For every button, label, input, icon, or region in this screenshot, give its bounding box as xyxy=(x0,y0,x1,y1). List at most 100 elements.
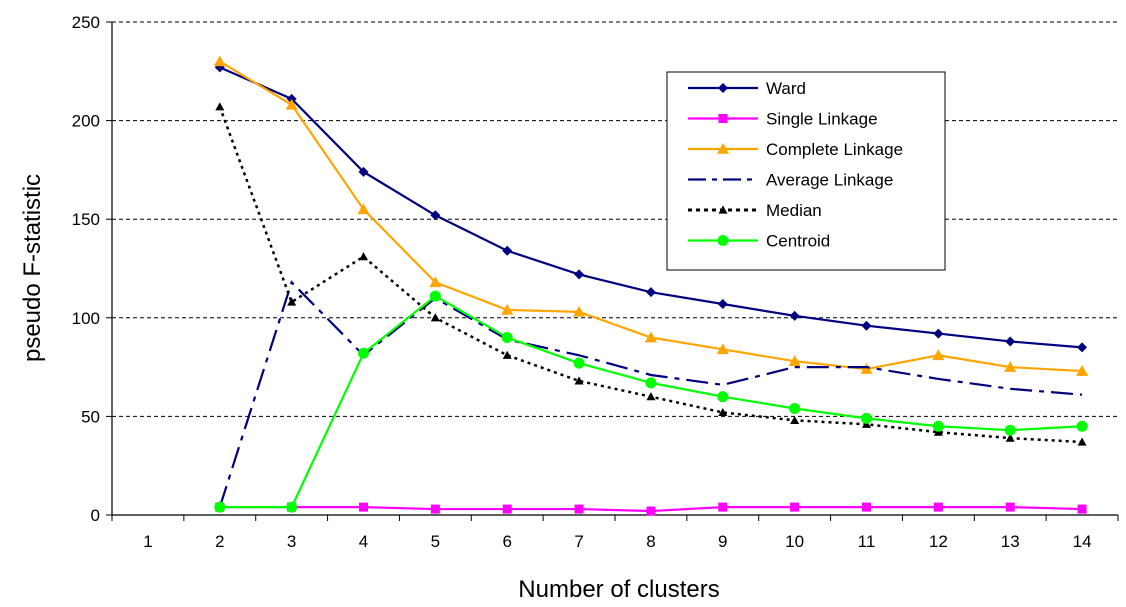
x-tick-label: 11 xyxy=(858,532,876,551)
data-point-single-linkage xyxy=(790,502,800,512)
series-line-ward xyxy=(219,66,1083,349)
data-point-complete-linkage xyxy=(716,343,729,355)
x-axis-title: Number of clusters xyxy=(518,576,719,603)
legend-item-single-linkage: Single Linkage xyxy=(688,110,878,129)
data-point-single-linkage xyxy=(430,504,440,514)
data-point-centroid xyxy=(861,412,872,424)
data-point-ward xyxy=(789,310,800,321)
y-tick-label: 200 xyxy=(72,112,100,131)
data-point-single-linkage xyxy=(933,502,943,512)
data-point-complete-linkage xyxy=(573,305,586,317)
data-point-centroid xyxy=(358,347,369,359)
data-point-single-linkage xyxy=(862,502,871,512)
legend-label-centroid: Centroid xyxy=(766,232,830,251)
data-point-centroid xyxy=(789,403,801,415)
x-tick-label: 4 xyxy=(359,532,368,551)
series-line-complete-linkage xyxy=(219,60,1083,373)
series-ward xyxy=(214,62,1088,353)
legend-label-single-linkage: Single Linkage xyxy=(766,110,878,129)
axes xyxy=(111,22,1118,516)
data-point-complete-linkage xyxy=(1076,365,1089,376)
x-tick-label: 10 xyxy=(785,532,804,551)
data-point-centroid xyxy=(1076,420,1088,432)
data-point-single-linkage xyxy=(646,506,656,516)
data-point-complete-linkage xyxy=(501,303,514,315)
data-point-ward xyxy=(933,328,944,339)
data-point-centroid xyxy=(573,357,585,369)
series-centroid xyxy=(214,290,1088,513)
data-point-complete-linkage xyxy=(788,355,801,366)
data-point-ward xyxy=(1077,342,1088,353)
legend-marker-complete-linkage xyxy=(717,143,729,154)
series-single-linkage xyxy=(215,502,1087,516)
x-tick-label: 5 xyxy=(431,532,440,551)
data-point-ward xyxy=(645,287,656,298)
data-point-centroid xyxy=(429,290,441,302)
data-point-ward xyxy=(861,320,872,331)
legend-item-complete-linkage: Complete Linkage xyxy=(688,140,903,159)
y-tick-label: 50 xyxy=(81,407,100,426)
data-point-complete-linkage xyxy=(860,363,873,374)
data-point-single-linkage xyxy=(718,502,728,512)
x-tick-label: 2 xyxy=(215,532,224,551)
y-axis-ticks: 0 50 100 150 200 250 xyxy=(72,13,112,525)
x-tick-label: 6 xyxy=(502,532,511,551)
data-point-centroid xyxy=(717,391,729,403)
x-tick-label: 12 xyxy=(929,532,948,551)
legend-label-ward: Ward xyxy=(766,79,806,98)
data-point-median xyxy=(215,102,225,111)
legend-item-median: Median xyxy=(688,201,822,220)
data-point-complete-linkage xyxy=(357,203,370,215)
x-tick-label: 14 xyxy=(1073,532,1092,551)
data-point-centroid xyxy=(645,377,657,389)
data-point-ward xyxy=(574,269,585,280)
x-tick-label: 8 xyxy=(646,532,655,551)
data-point-complete-linkage xyxy=(213,55,226,67)
data-point-median xyxy=(430,313,440,322)
data-point-median xyxy=(287,297,297,306)
x-tick-label: 3 xyxy=(287,532,296,551)
data-point-single-linkage xyxy=(1005,502,1015,512)
legend-marker-centroid xyxy=(717,235,729,246)
data-point-median xyxy=(502,350,512,359)
data-point-single-linkage xyxy=(1077,504,1087,514)
data-point-complete-linkage xyxy=(285,98,298,110)
legend-label-median: Median xyxy=(766,201,822,220)
x-axis-ticks: 1 2 3 4 5 6 7 8 9 10 11 12 13 14 xyxy=(111,515,1119,551)
data-point-median xyxy=(790,415,800,424)
data-point-complete-linkage xyxy=(429,276,442,288)
series-line-centroid xyxy=(219,294,1083,509)
data-point-median xyxy=(1077,437,1087,446)
data-point-complete-linkage xyxy=(1004,361,1017,372)
data-point-centroid xyxy=(286,501,298,513)
y-tick-label: 100 xyxy=(72,309,100,328)
series-group xyxy=(213,55,1089,516)
data-point-median xyxy=(718,407,728,417)
y-axis-title: pseudo F-statistic xyxy=(19,174,46,362)
legend-item-average-linkage: Average Linkage xyxy=(688,171,893,190)
data-point-ward xyxy=(502,245,513,256)
legend-marker-single-linkage xyxy=(718,114,728,123)
data-point-centroid xyxy=(932,420,944,432)
data-point-centroid xyxy=(1004,424,1016,436)
legend-item-ward: Ward xyxy=(688,79,806,98)
data-point-ward xyxy=(358,166,369,177)
data-point-centroid xyxy=(501,332,513,344)
x-tick-label: 1 xyxy=(143,532,152,551)
legend-item-centroid: Centroid xyxy=(688,232,830,251)
legend-marker-ward xyxy=(718,83,728,93)
y-tick-label: 0 xyxy=(91,506,100,525)
y-tick-label: 150 xyxy=(72,210,100,229)
data-point-ward xyxy=(717,298,728,309)
data-point-single-linkage xyxy=(574,504,584,514)
data-point-ward xyxy=(1005,336,1016,347)
x-tick-label: 9 xyxy=(718,532,727,551)
x-tick-label: 7 xyxy=(574,532,583,551)
legend-label-complete-linkage: Complete Linkage xyxy=(766,140,903,159)
legend: Ward Single Linkage Complete Linkage Averag… xyxy=(666,71,946,271)
x-tick-label: 13 xyxy=(1001,532,1020,551)
legend-marker-median xyxy=(718,205,728,214)
data-point-complete-linkage xyxy=(644,331,657,343)
data-point-median xyxy=(1005,433,1015,442)
